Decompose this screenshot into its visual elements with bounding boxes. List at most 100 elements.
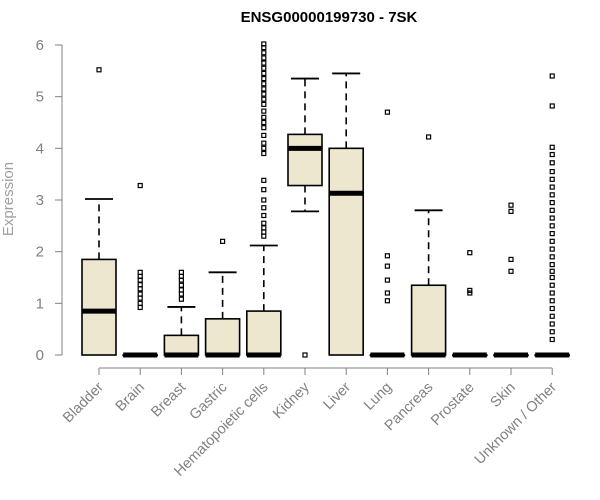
box-group	[204, 238, 241, 358]
outlier-point	[384, 253, 390, 259]
box-iqr	[163, 334, 200, 356]
outlier-point	[384, 290, 390, 296]
outlier-point	[261, 140, 267, 146]
y-axis: 0 1 2 3 4 5 6	[36, 37, 63, 364]
outlier-point	[178, 269, 184, 275]
y-tick-label: 4	[36, 140, 44, 157]
outlier-point	[549, 274, 555, 281]
x-tick-label: Breast	[148, 380, 189, 421]
outlier-point	[178, 296, 184, 302]
outlier-point	[261, 177, 267, 183]
outlier-point	[549, 151, 555, 158]
outlier-point	[467, 287, 473, 294]
box-group	[451, 250, 488, 358]
y-tick-label: 1	[36, 295, 44, 312]
outlier-point	[549, 103, 555, 109]
outlier-point	[137, 291, 143, 297]
outlier-point	[261, 220, 267, 226]
outlier-point	[261, 205, 267, 211]
outlier-point	[549, 160, 555, 166]
x-tick-label: Bladder	[60, 379, 107, 426]
box-iqr	[204, 318, 241, 356]
outlier-point	[302, 352, 308, 358]
outlier-point	[549, 254, 555, 260]
outlier-point	[261, 91, 267, 97]
outlier-point	[261, 187, 267, 193]
outlier-point	[261, 70, 267, 77]
outlier-point	[508, 268, 514, 274]
y-tick-label: 5	[36, 89, 44, 106]
box-group	[534, 73, 571, 358]
outlier-point	[549, 176, 555, 182]
outlier-point	[261, 81, 267, 87]
outlier-point	[137, 282, 143, 288]
x-tick-label: Prostate	[428, 380, 477, 429]
boxes-group	[81, 41, 571, 358]
outlier-point	[261, 114, 267, 120]
outlier-point	[261, 50, 267, 56]
y-tick-label: 0	[36, 347, 44, 364]
outlier-point	[261, 75, 267, 82]
outlier-point	[261, 225, 267, 231]
outlier-point	[384, 277, 390, 283]
outlier-point	[261, 60, 267, 66]
outlier-point	[261, 212, 267, 219]
outlier-point	[178, 282, 184, 288]
outlier-point	[549, 168, 555, 175]
outlier-point	[426, 134, 432, 140]
outlier-point	[549, 329, 555, 335]
x-tick-label: Lung	[361, 380, 395, 414]
y-tick-label: 6	[36, 37, 44, 54]
outlier-point	[261, 41, 267, 47]
outlier-point	[261, 96, 267, 102]
box-iqr	[410, 284, 447, 356]
outlier-point	[261, 150, 267, 157]
outlier-point	[261, 101, 267, 108]
outlier-point	[384, 298, 390, 304]
outlier-point	[549, 184, 555, 190]
outlier-point	[549, 336, 555, 343]
outlier-point	[137, 304, 143, 311]
outlier-point	[549, 215, 555, 221]
outlier-point	[261, 65, 267, 71]
outlier-point	[549, 230, 555, 237]
outlier-point	[137, 269, 143, 275]
box-group	[287, 77, 323, 358]
outlier-point	[508, 256, 514, 263]
outlier-point	[549, 73, 555, 79]
outlier-point	[137, 300, 143, 306]
outlier-point	[261, 108, 267, 114]
x-tick-label: Liver	[320, 379, 354, 413]
outlier-point	[549, 238, 555, 244]
box-group	[493, 202, 529, 358]
outlier-point	[261, 229, 267, 235]
outlier-point	[549, 313, 555, 319]
outlier-point	[178, 291, 184, 297]
box-group	[410, 134, 447, 358]
outlier-point	[137, 286, 143, 292]
y-axis-label: Expression	[0, 162, 17, 236]
outlier-point	[549, 268, 555, 274]
outlier-point	[549, 223, 555, 229]
outlier-point	[384, 109, 390, 115]
y-tick-label: 2	[36, 244, 44, 261]
box-group	[246, 41, 282, 358]
outlier-point	[508, 208, 514, 214]
box-group	[81, 67, 117, 356]
y-tick-label: 3	[36, 192, 44, 209]
box-group	[328, 72, 365, 356]
box-group	[369, 109, 406, 358]
outlier-point	[549, 144, 555, 150]
outlier-point	[261, 125, 267, 131]
box-group	[122, 182, 158, 358]
outlier-point	[261, 55, 267, 61]
outlier-point	[261, 145, 267, 151]
outlier-point	[137, 182, 143, 189]
outlier-point	[549, 199, 555, 206]
outlier-point	[467, 250, 473, 256]
x-tick-label: Brain	[113, 380, 148, 415]
box-iqr	[287, 133, 323, 187]
outlier-point	[549, 261, 555, 268]
box-iqr	[328, 147, 365, 356]
